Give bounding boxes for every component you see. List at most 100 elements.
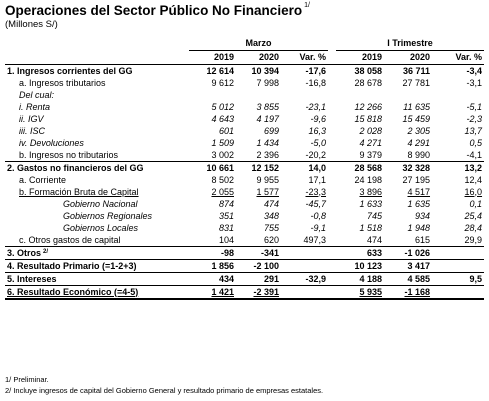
cell: 9 379 (336, 149, 385, 162)
cell: 755 (263, 222, 279, 233)
row-label: 6. Resultado Económico (=4-5) (5, 285, 189, 300)
cell: 10 394 (251, 65, 279, 76)
group-header-row: Marzo I Trimestre (5, 37, 485, 51)
col-header-var-marzo: Var. % (281, 50, 329, 65)
table-row: iii. ISC 601 699 16,3 2 028 2 305 13,7 (5, 125, 484, 137)
cell: 1 577 (256, 186, 279, 197)
table-row: b. Formación Bruta de Capital 2 055 1 57… (5, 186, 484, 198)
cell: 3 417 (384, 259, 433, 273)
cell: 16,0 (464, 186, 483, 197)
cell: -16,8 (305, 77, 327, 88)
cell (281, 259, 329, 273)
cell: -9,1 (310, 222, 327, 233)
cell: 10 123 (336, 259, 385, 273)
table-row: 3. Otros 2/ -98 -341 633 -1 026 (5, 246, 485, 260)
cell: 13,7 (464, 125, 483, 136)
cell: 28 568 (354, 162, 383, 173)
row-label: Gobierno Nacional (63, 198, 138, 209)
cell (432, 285, 485, 300)
cell: -45,7 (305, 198, 327, 209)
cell: -3,4 (466, 65, 483, 76)
cell: 25,4 (464, 210, 483, 221)
cell: -23,1 (305, 101, 327, 112)
footnote-2: 2/ Incluye ingresos de capital del Gobie… (5, 386, 324, 395)
cell: 2 028 (359, 125, 383, 136)
table-row: Gobierno Nacional 874 474 -45,7 1 633 1 … (5, 198, 484, 210)
table-row: b. Ingresos no tributarios 3 002 2 396 -… (5, 149, 485, 162)
cell (432, 259, 485, 273)
cell: 9 955 (256, 174, 279, 185)
cell: -2 100 (236, 259, 281, 273)
cell (432, 246, 485, 260)
table-row: a. Ingresos tributarios 9 612 7 998 -16,… (5, 77, 484, 89)
cell: 1 421 (189, 285, 236, 300)
cell: 15 459 (402, 113, 431, 124)
table-row: 2. Gastos no financieros del GG 10 661 1… (5, 162, 484, 175)
table-row: Gobiernos Locales 831 755 -9,1 1 518 1 9… (5, 222, 484, 234)
cell: 9 612 (211, 77, 234, 88)
cell: -9,6 (310, 113, 327, 124)
cell: -2 391 (236, 285, 281, 300)
cell: 601 (218, 125, 234, 136)
cell: -2,3 (466, 113, 483, 124)
cell: 5 935 (336, 285, 385, 300)
cell: 38 058 (354, 65, 383, 76)
cell: 1 856 (189, 259, 236, 273)
cell: 2 396 (236, 149, 281, 162)
cell: 14,0 (308, 162, 327, 173)
cell: 12 614 (206, 65, 234, 76)
units-label: (Millones S/) (5, 19, 58, 30)
cell: 1 509 (211, 137, 234, 148)
cell: 27 781 (402, 77, 431, 88)
cell: 615 (384, 234, 433, 247)
row-label: 3. Otros 2/ (5, 246, 189, 260)
row-label: Gobiernos Regionales (63, 210, 153, 221)
cell: 699 (263, 125, 279, 136)
cell: 11 635 (403, 101, 431, 112)
cell: 7 998 (256, 77, 279, 88)
cell: 4 188 (336, 272, 385, 286)
cell: 28 678 (354, 77, 383, 88)
table-row: a. Corriente 8 502 9 955 17,1 24 198 27 … (5, 174, 484, 186)
row-label: 1. Ingresos corrientes del GG (7, 65, 133, 76)
cell: -3,1 (466, 77, 483, 88)
row-label-text: 3. Otros (7, 247, 42, 258)
cell: 4 643 (211, 113, 234, 124)
row-label: i. Renta (19, 101, 51, 112)
row-label: iv. Devoluciones (19, 137, 84, 148)
cell: 15 818 (354, 113, 383, 124)
row-label: Del cual: (19, 89, 55, 100)
operations-table: Marzo I Trimestre 2019 2020 Var. % 2019 … (5, 37, 485, 300)
table-row: iv. Devoluciones 1 509 1 434 -5,0 4 271 … (5, 137, 484, 149)
column-header-row: 2019 2020 Var. % 2019 2020 Var. % (5, 50, 485, 65)
cell: 351 (218, 210, 234, 221)
col-header-2020-marzo: 2020 (236, 50, 281, 65)
cell: 16,3 (308, 125, 327, 136)
cell: 474 (336, 234, 385, 247)
table-row: 5. Intereses 434 291 -32,9 4 188 4 585 9… (5, 272, 485, 286)
cell: -341 (236, 246, 281, 260)
table-row: 4. Resultado Primario (=1-2+3) 1 856 -2 … (5, 259, 485, 273)
cell: -0,8 (310, 210, 327, 221)
cell: 104 (189, 234, 236, 247)
cell: 1 948 (407, 222, 431, 233)
row-label: Gobiernos Locales (63, 222, 139, 233)
title-text: Operaciones del Sector Público No Financ… (5, 3, 303, 18)
row-label: c. Otros gastos de capital (5, 234, 189, 247)
cell: 24 198 (354, 174, 383, 185)
cell: 29,9 (432, 234, 485, 247)
cell: 9,5 (432, 272, 485, 286)
cell: 3 002 (189, 149, 236, 162)
group-header-trimestre: I Trimestre (336, 37, 485, 51)
cell: 874 (218, 198, 234, 209)
col-header-2019-trimestre: 2019 (336, 50, 385, 65)
cell: 348 (263, 210, 279, 221)
page-title: Operaciones del Sector Público No Financ… (5, 2, 310, 18)
cell: 434 (189, 272, 236, 286)
row-label: a. Corriente (19, 174, 67, 185)
table-row: 6. Resultado Económico (=4-5) 1 421 -2 3… (5, 285, 485, 300)
group-header-marzo: Marzo (189, 37, 329, 51)
cell: 1 518 (359, 222, 383, 233)
row-label: 2. Gastos no financieros del GG (7, 162, 144, 173)
cell: -23,3 (305, 186, 327, 197)
